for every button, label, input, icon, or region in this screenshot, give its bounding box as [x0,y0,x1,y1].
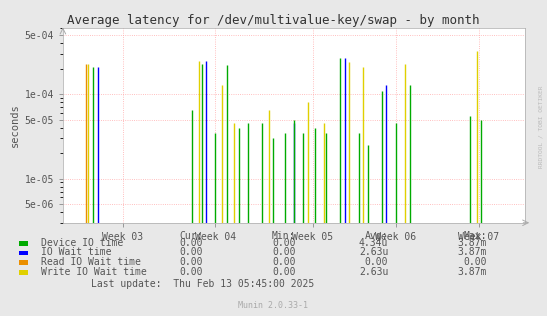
Text: 0.00: 0.00 [272,257,295,267]
Text: Device IO time: Device IO time [41,238,123,248]
Text: Average latency for /dev/multivalue-key/swap - by month: Average latency for /dev/multivalue-key/… [67,14,480,27]
Text: 4.34u: 4.34u [359,238,388,248]
Text: 0.00: 0.00 [272,267,295,277]
Text: 3.87m: 3.87m [457,267,487,277]
Text: Cur:: Cur: [179,231,202,241]
Text: Munin 2.0.33-1: Munin 2.0.33-1 [238,301,309,310]
Text: 0.00: 0.00 [179,238,202,248]
Text: Min:: Min: [272,231,295,241]
Text: Write IO Wait time: Write IO Wait time [41,267,147,277]
Text: 3.87m: 3.87m [457,247,487,258]
Text: 0.00: 0.00 [179,247,202,258]
Text: 2.63u: 2.63u [359,247,388,258]
Text: Read IO Wait time: Read IO Wait time [41,257,141,267]
Text: Last update:  Thu Feb 13 05:45:00 2025: Last update: Thu Feb 13 05:45:00 2025 [91,279,315,289]
Text: 0.00: 0.00 [272,238,295,248]
Text: 2.63u: 2.63u [359,267,388,277]
Text: 0.00: 0.00 [463,257,487,267]
Text: 0.00: 0.00 [272,247,295,258]
Text: 0.00: 0.00 [365,257,388,267]
Text: Avg:: Avg: [365,231,388,241]
Text: 0.00: 0.00 [179,257,202,267]
Text: 0.00: 0.00 [179,267,202,277]
Text: 3.87m: 3.87m [457,238,487,248]
Text: Max:: Max: [463,231,487,241]
Y-axis label: seconds: seconds [10,104,20,148]
Text: RRDTOOL / TOBI OETIKER: RRDTOOL / TOBI OETIKER [538,85,543,168]
Text: IO Wait time: IO Wait time [41,247,112,258]
